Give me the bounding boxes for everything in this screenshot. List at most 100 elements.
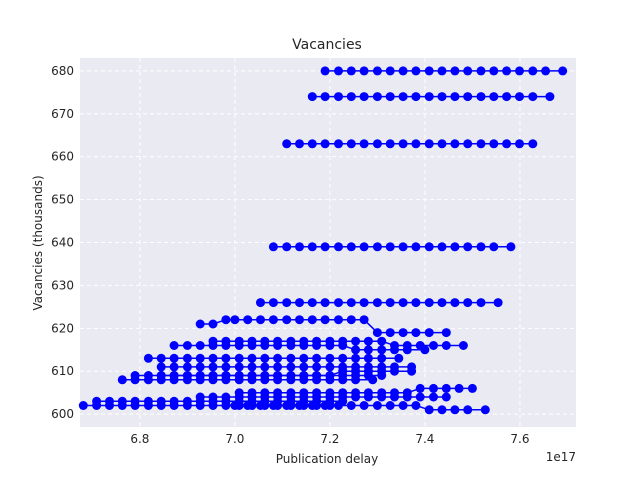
data-point: [307, 401, 317, 410]
data-point: [372, 92, 382, 102]
data-point: [385, 401, 395, 410]
data-point: [208, 401, 218, 410]
data-point: [334, 298, 343, 308]
data-point: [325, 371, 335, 380]
data-point: [411, 139, 421, 149]
data-point: [351, 392, 361, 402]
data-point: [234, 371, 244, 380]
data-point: [558, 66, 568, 76]
data-point: [528, 66, 538, 76]
data-point: [489, 139, 499, 149]
data-point: [398, 66, 408, 76]
data-point: [307, 242, 317, 252]
data-point: [372, 298, 382, 308]
data-point: [437, 92, 447, 102]
data-point: [182, 401, 192, 410]
data-point: [299, 362, 309, 372]
data-point: [502, 139, 512, 149]
data-point: [420, 345, 430, 355]
data-point: [541, 66, 551, 76]
data-point: [377, 353, 387, 363]
data-point: [247, 371, 257, 380]
data-point: [480, 405, 490, 415]
data-point: [372, 66, 382, 76]
data-point: [390, 392, 399, 402]
data-point: [334, 242, 343, 252]
data-point: [411, 242, 421, 252]
data-point: [295, 298, 304, 308]
data-point: [221, 401, 231, 410]
data-point: [268, 242, 278, 252]
data-point: [363, 371, 373, 380]
data-point: [295, 139, 304, 149]
data-point: [182, 371, 192, 380]
data-point: [476, 298, 486, 308]
data-point: [195, 401, 205, 410]
data-point: [502, 66, 512, 76]
y-tick-label: 680: [51, 64, 74, 78]
data-point: [463, 242, 473, 252]
data-point: [372, 401, 382, 410]
data-point: [372, 242, 382, 252]
data-point: [221, 371, 231, 380]
data-point: [338, 353, 348, 363]
data-point: [282, 401, 292, 410]
data-point: [429, 341, 438, 350]
data-point: [325, 362, 335, 372]
data-point: [346, 66, 356, 76]
data-point: [195, 371, 205, 380]
data-point: [463, 405, 473, 415]
data-point: [143, 401, 153, 410]
data-point: [286, 362, 296, 372]
data-point: [334, 139, 343, 149]
data-point: [411, 328, 421, 338]
data-point: [307, 92, 317, 102]
data-point: [195, 362, 205, 372]
data-point: [273, 362, 283, 372]
data-point: [363, 345, 373, 355]
data-point: [351, 353, 361, 363]
data-point: [320, 139, 330, 149]
data-point: [398, 401, 408, 410]
data-point: [221, 362, 231, 372]
data-point: [208, 371, 218, 380]
data-point: [528, 92, 538, 102]
data-point: [467, 383, 477, 393]
data-point: [256, 315, 265, 325]
data-point: [130, 371, 140, 380]
data-point: [515, 92, 524, 102]
data-point: [117, 375, 127, 385]
data-point: [338, 341, 348, 350]
data-point: [424, 328, 434, 338]
x-tick-label: 6.8: [130, 432, 149, 446]
data-point: [450, 242, 460, 252]
data-point: [385, 92, 395, 102]
data-point: [230, 315, 240, 325]
data-point: [320, 242, 330, 252]
data-point: [363, 353, 373, 363]
data-point: [424, 139, 434, 149]
data-point: [398, 139, 408, 149]
data-point: [476, 242, 486, 252]
data-point: [260, 341, 270, 350]
data-point: [463, 298, 473, 308]
data-point: [182, 353, 192, 363]
x-tick-label: 7.0: [225, 432, 244, 446]
data-point: [515, 66, 524, 76]
data-point: [312, 353, 322, 363]
data-point: [247, 341, 257, 350]
data-point: [415, 383, 425, 393]
data-point: [156, 362, 166, 372]
data-point: [334, 92, 343, 102]
data-point: [156, 353, 166, 363]
data-point: [299, 353, 309, 363]
data-point: [299, 341, 309, 350]
data-point: [545, 92, 555, 102]
data-point: [221, 315, 231, 325]
data-point: [273, 353, 283, 363]
data-point: [260, 353, 270, 363]
x-tick-label: 7.2: [320, 432, 339, 446]
data-point: [295, 315, 304, 325]
y-axis-label: Vacancies (thousands): [31, 175, 45, 310]
data-point: [441, 383, 451, 393]
